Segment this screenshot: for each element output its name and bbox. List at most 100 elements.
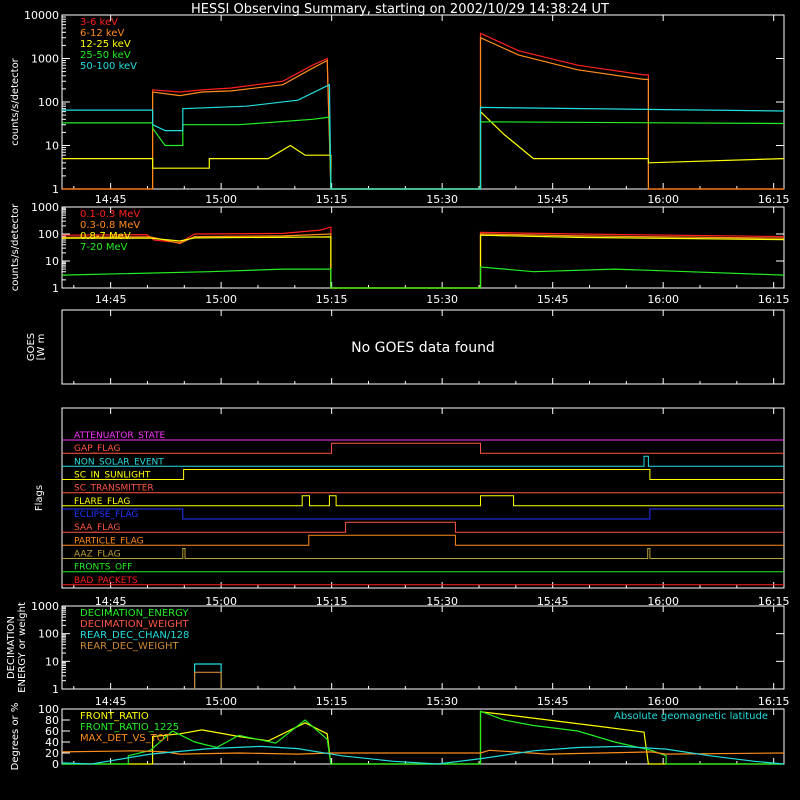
y-tick-label: 1 (52, 183, 59, 196)
y-tick-label: 40 (45, 736, 59, 749)
x-tick-label: 15:45 (537, 193, 569, 206)
panel-frame (61, 407, 785, 589)
series-line (61, 745, 785, 765)
y-axis-label-bottom: ENERGY or weight (17, 602, 28, 693)
legend-entry: FRONT_RATIO_1225 (80, 722, 179, 733)
x-tick-label: 14:45 (95, 293, 127, 306)
y-tick-label: 100 (38, 703, 59, 716)
y-tick-label: 100 (38, 228, 59, 241)
series-line (62, 710, 784, 765)
y-tick-label: 100 (38, 628, 59, 641)
panel-lowE: 14:45 15:00 15:15 15:30 15:45 16:00 16:15 1 10 10… (10, 9, 790, 206)
x-tick-label: 15:15 (316, 695, 348, 708)
y-tick-label: 100 (38, 96, 59, 109)
y-axis-label: counts/s/detector (10, 57, 21, 145)
y-tick-label: 10 (45, 655, 59, 668)
y-axis-label-top: GOES (26, 333, 37, 361)
panel-frame (61, 605, 785, 690)
y-axis-label: Flags (34, 485, 45, 511)
x-tick-label: 15:15 (316, 595, 348, 608)
x-tick-label: 15:45 (537, 695, 569, 708)
no-data-message: No GOES data found (351, 340, 495, 356)
y-tick-label: 60 (45, 725, 59, 738)
x-tick-label: 15:30 (426, 293, 458, 306)
x-tick-label: 15:45 (537, 293, 569, 306)
legend-entry: MAX_DET_VS_TOT (80, 733, 172, 744)
panel-goes: GOES [W m No GOES data found (26, 309, 785, 385)
flag-label: ECLIPSE_FLAG (74, 510, 138, 520)
x-tick-label: 16:15 (758, 293, 790, 306)
legend-entry: REAR_DEC_CHAN/128 (80, 630, 189, 641)
legend-entry: 7-20 MeV (80, 242, 128, 253)
flag-label: SC_IN_SUNLIGHT (74, 471, 151, 481)
x-tick-label: 15:00 (205, 695, 237, 708)
series-line (61, 266, 785, 289)
legend-entry: 0.8-7 MeV (80, 231, 131, 242)
flag-label: GAP_FLAG (74, 444, 120, 454)
flag-label: SAA_FLAG (74, 523, 120, 533)
x-tick-label: 14:45 (95, 695, 127, 708)
flag-line-eclipse_flag (62, 508, 784, 520)
flag-label: ATTENUATOR_STATE (74, 431, 166, 441)
legend-entry: DECIMATION_WEIGHT (80, 619, 189, 630)
y-tick-label: 10 (45, 140, 59, 153)
series-line (194, 671, 222, 689)
flag-label: FLARE_FLAG (74, 497, 130, 507)
flag-line-particle_flag (62, 534, 784, 546)
legend-entry: 0.3-0.8 MeV (80, 220, 140, 231)
y-tick-label: 1000 (31, 201, 59, 214)
x-tick-label: 15:00 (205, 193, 237, 206)
y-tick-label: 1 (52, 683, 59, 696)
x-tick-label: 16:00 (647, 293, 679, 306)
y-axis-label-top: DECIMATION (6, 616, 17, 679)
x-tick-label: 16:15 (758, 695, 790, 708)
x-tick-label: 15:15 (316, 193, 348, 206)
series-line (61, 233, 785, 289)
flag-line-flare_flag (62, 495, 784, 507)
x-tick-label: 14:45 (95, 595, 127, 608)
x-tick-label: 15:30 (426, 695, 458, 708)
legend-entry: 3-6 keV (80, 17, 118, 28)
flag-label: SC_TRANSMITTER (74, 484, 154, 494)
flag-line-saa_flag (62, 521, 784, 533)
legend-entry: 50-100 keV (80, 61, 137, 72)
latitude-annotation: Absolute geomagnetic latitude (614, 711, 768, 722)
panel-highE: 14:45 15:00 15:15 15:30 15:45 16:00 16:15 1 10 10… (10, 201, 790, 306)
y-tick-label: 1 (52, 282, 59, 295)
y-tick-label: 10000 (24, 9, 59, 22)
y-tick-label: 80 (45, 714, 59, 727)
legend-entry: DECIMATION_ENERGY (80, 608, 189, 619)
legend-entry: 6-12 keV (80, 28, 124, 39)
legend-entry: 12-25 keV (80, 39, 131, 50)
legend-entry: 25-50 keV (80, 50, 131, 61)
y-tick-label: 20 (45, 747, 59, 760)
panel-flags: 14:45 15:00 15:15 15:30 15:45 16:00 16:15 Flags… (34, 407, 790, 608)
panel-frame (61, 309, 785, 385)
series-line (62, 83, 785, 190)
y-tick-label: 1000 (31, 53, 59, 66)
series-line (61, 226, 785, 289)
y-tick-label: 0 (52, 758, 59, 771)
flag-line-non_solar_event (62, 455, 784, 467)
x-tick-label: 16:15 (758, 595, 790, 608)
x-tick-label: 16:15 (758, 193, 790, 206)
y-axis-label: counts/s/detector (10, 203, 21, 291)
panels: 14:45 15:00 15:15 15:30 15:45 16:00 16:1511010… (6, 9, 790, 771)
x-tick-label: 15:00 (205, 293, 237, 306)
flag-line-aaz_flag (62, 548, 784, 559)
x-tick-label: 15:00 (205, 595, 237, 608)
legend-entry: 0.1-0.3 MeV (80, 209, 140, 220)
y-tick-label: 1000 (31, 600, 59, 613)
x-tick-label: 15:30 (426, 595, 458, 608)
flag-label: AAZ_FLAG (74, 550, 121, 560)
x-tick-label: 16:00 (647, 695, 679, 708)
flag-label: BAD_PACKETS (74, 576, 138, 586)
panel-decimation: 14:45 15:00 15:15 15:30 15:45 16:00 16:15 1 10 10… (6, 600, 790, 708)
flag-label: FRONTS_OFF (74, 563, 132, 573)
x-tick-label: 16:00 (647, 193, 679, 206)
series-line (62, 234, 785, 289)
y-tick-label: 10 (45, 255, 59, 268)
